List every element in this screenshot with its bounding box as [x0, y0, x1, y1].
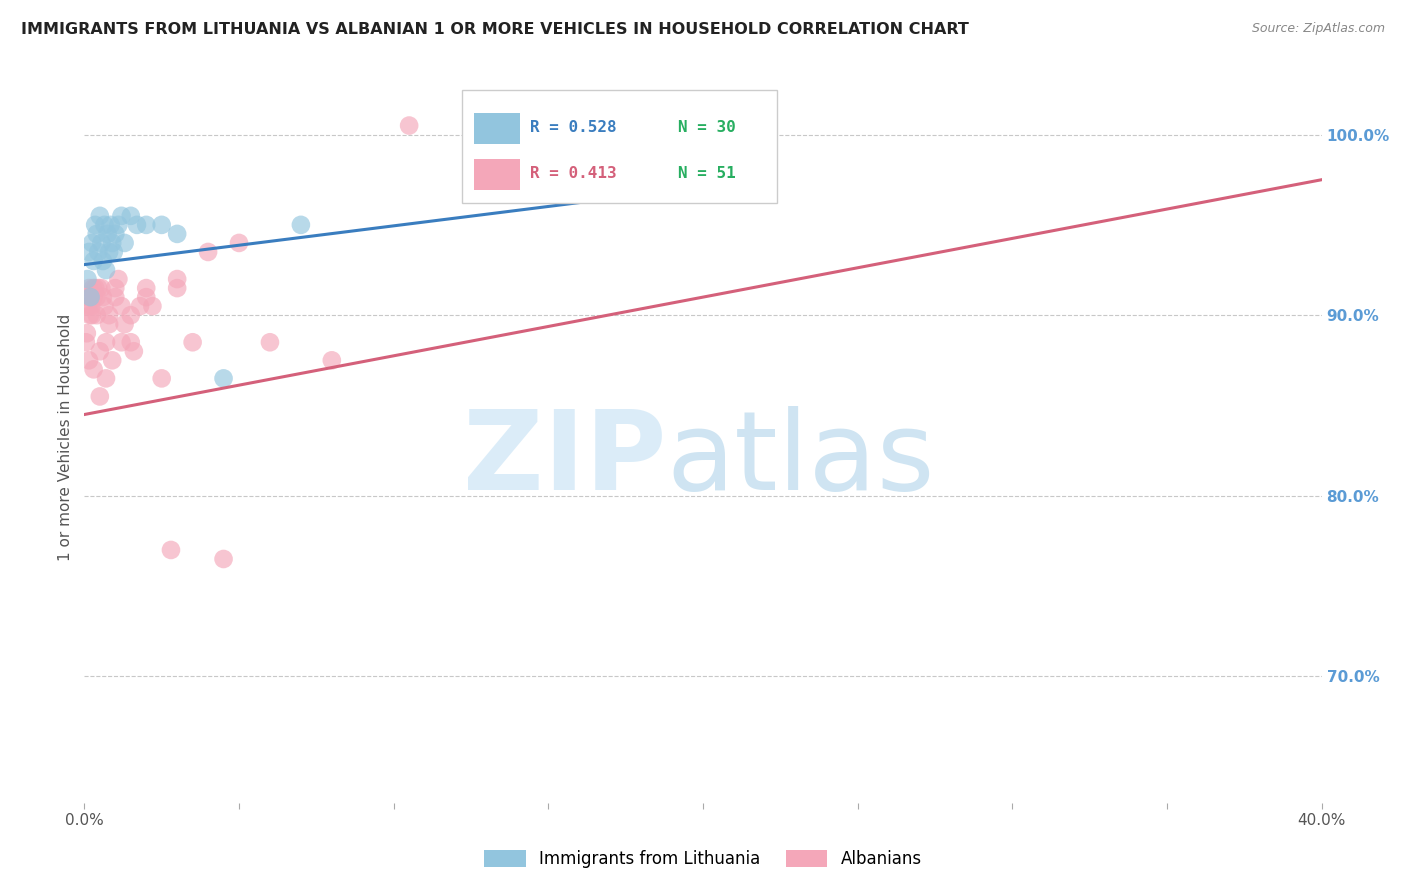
Point: [75, 335, 97, 350]
Point: [91, 254, 114, 268]
Point: [120, 335, 142, 350]
Point: [135, 218, 157, 232]
Point: [197, 244, 219, 259]
Point: [82, 235, 104, 250]
Point: [398, 119, 420, 133]
Point: [86, 290, 108, 304]
Point: [93, 218, 115, 232]
Point: [160, 543, 183, 558]
Point: [259, 335, 281, 350]
Point: [114, 235, 136, 250]
Point: [707, 182, 730, 196]
Point: [76, 290, 98, 304]
Point: [166, 281, 188, 295]
Point: [82, 308, 104, 322]
Point: [83, 362, 105, 376]
Point: [101, 235, 124, 250]
Point: [94, 335, 117, 350]
Point: [212, 552, 235, 566]
Point: [79, 308, 101, 322]
Point: [150, 218, 173, 232]
Point: [93, 299, 115, 313]
Text: ZIP: ZIP: [463, 406, 666, 513]
Point: [110, 299, 132, 313]
Point: [135, 290, 157, 304]
Point: [103, 244, 125, 259]
Point: [98, 308, 121, 322]
Point: [89, 344, 111, 359]
Point: [77, 281, 100, 295]
Point: [114, 317, 136, 331]
Point: [122, 344, 145, 359]
Point: [86, 308, 108, 322]
Point: [86, 227, 108, 241]
Point: [83, 290, 105, 304]
Text: N = 30: N = 30: [678, 120, 735, 136]
Point: [87, 244, 110, 259]
Point: [97, 227, 120, 241]
FancyBboxPatch shape: [461, 90, 778, 203]
Point: [104, 227, 127, 241]
Point: [212, 371, 235, 385]
Text: IMMIGRANTS FROM LITHUANIA VS ALBANIAN 1 OR MORE VEHICLES IN HOUSEHOLD CORRELATIO: IMMIGRANTS FROM LITHUANIA VS ALBANIAN 1 …: [21, 22, 969, 37]
FancyBboxPatch shape: [474, 113, 520, 144]
Point: [90, 235, 112, 250]
Text: atlas: atlas: [666, 406, 935, 513]
Point: [79, 290, 101, 304]
Point: [84, 218, 107, 232]
Point: [110, 209, 132, 223]
Point: [91, 290, 114, 304]
Point: [79, 290, 101, 304]
Point: [107, 218, 129, 232]
Point: [76, 326, 98, 341]
Point: [77, 299, 100, 313]
Point: [87, 281, 110, 295]
Point: [107, 272, 129, 286]
Point: [141, 299, 163, 313]
Point: [77, 353, 100, 368]
Point: [321, 353, 343, 368]
Point: [104, 290, 127, 304]
Y-axis label: 1 or more Vehicles in Household: 1 or more Vehicles in Household: [58, 313, 73, 561]
Point: [84, 281, 107, 295]
Point: [104, 281, 127, 295]
Point: [290, 218, 312, 232]
Point: [110, 335, 132, 350]
Point: [94, 263, 117, 277]
Point: [80, 299, 103, 313]
Point: [129, 299, 152, 313]
Point: [89, 389, 111, 403]
Point: [89, 209, 111, 223]
Point: [125, 218, 148, 232]
Text: R = 0.413: R = 0.413: [530, 166, 616, 181]
Point: [135, 281, 157, 295]
Text: Source: ZipAtlas.com: Source: ZipAtlas.com: [1251, 22, 1385, 36]
Point: [83, 254, 105, 268]
Text: R = 0.528: R = 0.528: [530, 120, 616, 136]
Point: [181, 335, 204, 350]
Point: [120, 308, 142, 322]
Point: [76, 272, 98, 286]
Point: [100, 218, 122, 232]
Point: [150, 371, 173, 385]
Text: N = 51: N = 51: [678, 166, 735, 181]
Point: [228, 235, 250, 250]
Point: [166, 227, 188, 241]
Point: [82, 281, 104, 295]
FancyBboxPatch shape: [474, 159, 520, 190]
Point: [94, 371, 117, 385]
Point: [101, 353, 124, 368]
Point: [98, 244, 121, 259]
Legend: Immigrants from Lithuania, Albanians: Immigrants from Lithuania, Albanians: [478, 843, 928, 875]
Point: [120, 209, 142, 223]
Point: [77, 244, 100, 259]
Point: [90, 281, 112, 295]
Point: [166, 272, 188, 286]
Point: [98, 317, 121, 331]
